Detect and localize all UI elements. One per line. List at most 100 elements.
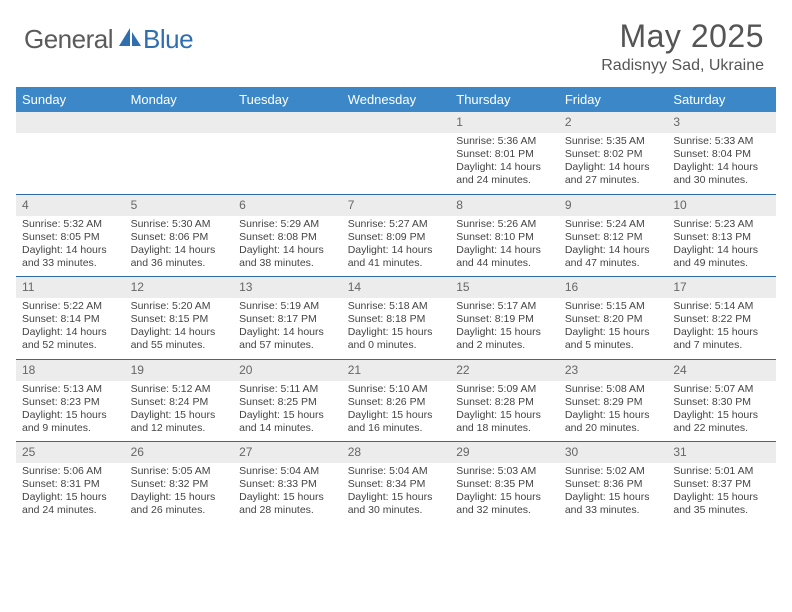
day-number: 15: [450, 277, 559, 298]
calendar-week-row: 11Sunrise: 5:22 AM Sunset: 8:14 PM Dayli…: [16, 277, 776, 360]
day-number: 9: [559, 195, 668, 216]
day-number: 17: [667, 277, 776, 298]
logo-text-general: General: [24, 24, 113, 55]
calendar-day-cell: 20Sunrise: 5:11 AM Sunset: 8:25 PM Dayli…: [233, 359, 342, 442]
day-details: Sunrise: 5:11 AM Sunset: 8:25 PM Dayligh…: [233, 381, 342, 442]
day-details: Sunrise: 5:29 AM Sunset: 8:08 PM Dayligh…: [233, 216, 342, 277]
day-details: Sunrise: 5:22 AM Sunset: 8:14 PM Dayligh…: [16, 298, 125, 359]
day-number: 3: [667, 112, 776, 133]
day-details: Sunrise: 5:30 AM Sunset: 8:06 PM Dayligh…: [125, 216, 234, 277]
day-details: Sunrise: 5:12 AM Sunset: 8:24 PM Dayligh…: [125, 381, 234, 442]
calendar-day-cell: 12Sunrise: 5:20 AM Sunset: 8:15 PM Dayli…: [125, 277, 234, 360]
day-number: 21: [342, 360, 451, 381]
calendar-empty-cell: [16, 112, 125, 194]
calendar-day-cell: 17Sunrise: 5:14 AM Sunset: 8:22 PM Dayli…: [667, 277, 776, 360]
day-details: Sunrise: 5:14 AM Sunset: 8:22 PM Dayligh…: [667, 298, 776, 359]
day-number: 14: [342, 277, 451, 298]
day-details: Sunrise: 5:08 AM Sunset: 8:29 PM Dayligh…: [559, 381, 668, 442]
day-details: Sunrise: 5:18 AM Sunset: 8:18 PM Dayligh…: [342, 298, 451, 359]
day-details: Sunrise: 5:03 AM Sunset: 8:35 PM Dayligh…: [450, 463, 559, 524]
day-number: 2: [559, 112, 668, 133]
day-details: Sunrise: 5:20 AM Sunset: 8:15 PM Dayligh…: [125, 298, 234, 359]
title-block: May 2025 Radisnyy Sad, Ukraine: [601, 18, 764, 75]
day-number: 7: [342, 195, 451, 216]
calendar-empty-cell: [233, 112, 342, 194]
day-details: Sunrise: 5:33 AM Sunset: 8:04 PM Dayligh…: [667, 133, 776, 194]
logo-sail-icon: [117, 26, 143, 53]
day-details: Sunrise: 5:24 AM Sunset: 8:12 PM Dayligh…: [559, 216, 668, 277]
calendar-day-cell: 1Sunrise: 5:36 AM Sunset: 8:01 PM Daylig…: [450, 112, 559, 194]
day-details: Sunrise: 5:27 AM Sunset: 8:09 PM Dayligh…: [342, 216, 451, 277]
day-number: 10: [667, 195, 776, 216]
day-number: 1: [450, 112, 559, 133]
calendar-week-row: 1Sunrise: 5:36 AM Sunset: 8:01 PM Daylig…: [16, 112, 776, 194]
calendar-day-cell: 4Sunrise: 5:32 AM Sunset: 8:05 PM Daylig…: [16, 194, 125, 277]
day-details: Sunrise: 5:04 AM Sunset: 8:34 PM Dayligh…: [342, 463, 451, 524]
calendar-day-cell: 22Sunrise: 5:09 AM Sunset: 8:28 PM Dayli…: [450, 359, 559, 442]
day-number: 12: [125, 277, 234, 298]
weekday-header: Friday: [559, 87, 668, 112]
calendar-day-cell: 14Sunrise: 5:18 AM Sunset: 8:18 PM Dayli…: [342, 277, 451, 360]
day-number: 8: [450, 195, 559, 216]
calendar-table: SundayMondayTuesdayWednesdayThursdayFrid…: [16, 87, 776, 524]
day-number: 29: [450, 442, 559, 463]
calendar-week-row: 25Sunrise: 5:06 AM Sunset: 8:31 PM Dayli…: [16, 442, 776, 524]
page-location: Radisnyy Sad, Ukraine: [601, 57, 764, 75]
day-details: Sunrise: 5:09 AM Sunset: 8:28 PM Dayligh…: [450, 381, 559, 442]
calendar-day-cell: 6Sunrise: 5:29 AM Sunset: 8:08 PM Daylig…: [233, 194, 342, 277]
day-details: Sunrise: 5:32 AM Sunset: 8:05 PM Dayligh…: [16, 216, 125, 277]
calendar-day-cell: 3Sunrise: 5:33 AM Sunset: 8:04 PM Daylig…: [667, 112, 776, 194]
weekday-header: Thursday: [450, 87, 559, 112]
day-number: 6: [233, 195, 342, 216]
calendar-day-cell: 30Sunrise: 5:02 AM Sunset: 8:36 PM Dayli…: [559, 442, 668, 524]
day-number: 28: [342, 442, 451, 463]
calendar-day-cell: 13Sunrise: 5:19 AM Sunset: 8:17 PM Dayli…: [233, 277, 342, 360]
day-details: Sunrise: 5:36 AM Sunset: 8:01 PM Dayligh…: [450, 133, 559, 194]
calendar-empty-cell: [125, 112, 234, 194]
calendar-day-cell: 27Sunrise: 5:04 AM Sunset: 8:33 PM Dayli…: [233, 442, 342, 524]
page-header: General Blue May 2025 Radisnyy Sad, Ukra…: [0, 0, 792, 83]
day-number: 25: [16, 442, 125, 463]
day-details: Sunrise: 5:26 AM Sunset: 8:10 PM Dayligh…: [450, 216, 559, 277]
day-details: Sunrise: 5:17 AM Sunset: 8:19 PM Dayligh…: [450, 298, 559, 359]
page-title: May 2025: [601, 18, 764, 55]
calendar-day-cell: 16Sunrise: 5:15 AM Sunset: 8:20 PM Dayli…: [559, 277, 668, 360]
logo-text-blue: Blue: [143, 24, 193, 55]
calendar-day-cell: 2Sunrise: 5:35 AM Sunset: 8:02 PM Daylig…: [559, 112, 668, 194]
calendar-header-row: SundayMondayTuesdayWednesdayThursdayFrid…: [16, 87, 776, 112]
day-number: 16: [559, 277, 668, 298]
day-number: 5: [125, 195, 234, 216]
calendar-empty-cell: [342, 112, 451, 194]
day-details: Sunrise: 5:05 AM Sunset: 8:32 PM Dayligh…: [125, 463, 234, 524]
day-number: 4: [16, 195, 125, 216]
day-details: Sunrise: 5:23 AM Sunset: 8:13 PM Dayligh…: [667, 216, 776, 277]
day-number: 27: [233, 442, 342, 463]
day-number: 19: [125, 360, 234, 381]
calendar-day-cell: 28Sunrise: 5:04 AM Sunset: 8:34 PM Dayli…: [342, 442, 451, 524]
calendar-day-cell: 31Sunrise: 5:01 AM Sunset: 8:37 PM Dayli…: [667, 442, 776, 524]
day-details: Sunrise: 5:35 AM Sunset: 8:02 PM Dayligh…: [559, 133, 668, 194]
calendar-day-cell: 7Sunrise: 5:27 AM Sunset: 8:09 PM Daylig…: [342, 194, 451, 277]
calendar-day-cell: 24Sunrise: 5:07 AM Sunset: 8:30 PM Dayli…: [667, 359, 776, 442]
calendar-week-row: 4Sunrise: 5:32 AM Sunset: 8:05 PM Daylig…: [16, 194, 776, 277]
day-details: Sunrise: 5:06 AM Sunset: 8:31 PM Dayligh…: [16, 463, 125, 524]
weekday-header: Wednesday: [342, 87, 451, 112]
day-details: Sunrise: 5:02 AM Sunset: 8:36 PM Dayligh…: [559, 463, 668, 524]
weekday-header: Saturday: [667, 87, 776, 112]
day-details: Sunrise: 5:07 AM Sunset: 8:30 PM Dayligh…: [667, 381, 776, 442]
day-details: Sunrise: 5:13 AM Sunset: 8:23 PM Dayligh…: [16, 381, 125, 442]
calendar-day-cell: 23Sunrise: 5:08 AM Sunset: 8:29 PM Dayli…: [559, 359, 668, 442]
calendar-day-cell: 11Sunrise: 5:22 AM Sunset: 8:14 PM Dayli…: [16, 277, 125, 360]
calendar-body: 1Sunrise: 5:36 AM Sunset: 8:01 PM Daylig…: [16, 112, 776, 524]
calendar-day-cell: 29Sunrise: 5:03 AM Sunset: 8:35 PM Dayli…: [450, 442, 559, 524]
day-details: Sunrise: 5:15 AM Sunset: 8:20 PM Dayligh…: [559, 298, 668, 359]
calendar-week-row: 18Sunrise: 5:13 AM Sunset: 8:23 PM Dayli…: [16, 359, 776, 442]
calendar-day-cell: 26Sunrise: 5:05 AM Sunset: 8:32 PM Dayli…: [125, 442, 234, 524]
day-number: 20: [233, 360, 342, 381]
weekday-header: Sunday: [16, 87, 125, 112]
day-details: Sunrise: 5:19 AM Sunset: 8:17 PM Dayligh…: [233, 298, 342, 359]
day-number: 24: [667, 360, 776, 381]
calendar-day-cell: 18Sunrise: 5:13 AM Sunset: 8:23 PM Dayli…: [16, 359, 125, 442]
weekday-header: Monday: [125, 87, 234, 112]
day-details: Sunrise: 5:01 AM Sunset: 8:37 PM Dayligh…: [667, 463, 776, 524]
